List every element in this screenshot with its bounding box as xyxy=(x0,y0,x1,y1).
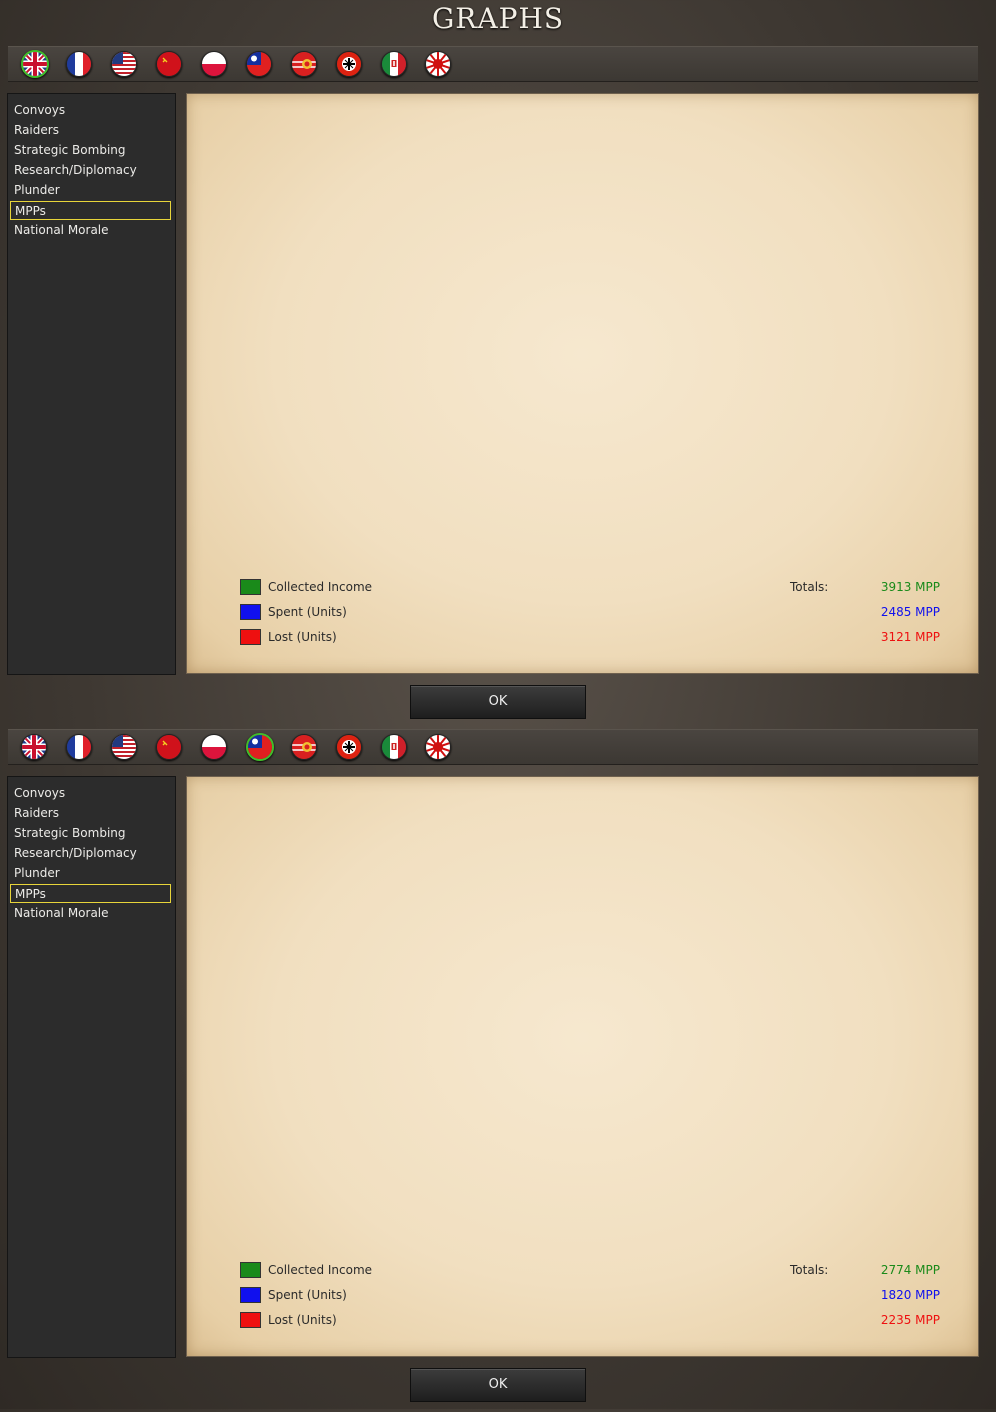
lost-units-total: 3121 MPP xyxy=(880,630,940,644)
spent-units-total: 1820 MPP xyxy=(880,1288,940,1302)
sidebar-item-research-diplomacy[interactable]: Research/Diplomacy xyxy=(14,846,137,860)
poland-flag-icon[interactable] xyxy=(201,734,227,760)
graph-panel-1: 1202403604806007208409601080120024 Nov '… xyxy=(0,46,996,729)
sidebar-item-national-morale[interactable]: National Morale xyxy=(14,223,109,237)
collected-income-total: 2774 MPP xyxy=(880,1263,940,1277)
sidebar-item-strategic-bombing[interactable]: Strategic Bombing xyxy=(14,143,126,157)
window-title: GRAPHS xyxy=(431,2,565,35)
lost-units-total: 2235 MPP xyxy=(880,1313,940,1327)
sidebar-item-strategic-bombing[interactable]: Strategic Bombing xyxy=(14,826,126,840)
sidebar-item-plunder[interactable]: Plunder xyxy=(14,866,60,880)
totals-label: Totals: xyxy=(790,1263,829,1277)
lost-units-label: Lost (Units) xyxy=(268,1313,337,1327)
category-sidebar: Convoys Raiders Strategic Bombing Research/… xyxy=(7,93,176,675)
sidebar-item-convoys[interactable]: Convoys xyxy=(14,786,66,800)
soviet-union-flag-icon[interactable] xyxy=(156,734,182,760)
china-flag-icon[interactable] xyxy=(246,733,274,761)
sidebar-item-mpps[interactable]: MPPs xyxy=(10,884,171,903)
lost-units-swatch xyxy=(240,629,261,645)
sidebar-item-raiders[interactable]: Raiders xyxy=(14,806,59,820)
china-flag-icon[interactable] xyxy=(246,51,272,77)
sidebar-item-raiders[interactable]: Raiders xyxy=(14,123,59,137)
germany-flag-icon[interactable] xyxy=(336,734,362,760)
sidebar-item-national-morale[interactable]: National Morale xyxy=(14,906,109,920)
united-kingdom-flag-icon[interactable]: 1202403604806007208409601080120024 Nov '… xyxy=(21,734,47,760)
sidebar-item-plunder[interactable]: Plunder xyxy=(14,183,60,197)
spent-units-swatch xyxy=(240,1287,261,1303)
lost-units-swatch xyxy=(240,1312,261,1328)
united-states-flag-icon[interactable] xyxy=(111,734,137,760)
ottoman-flag-icon[interactable] xyxy=(291,51,317,77)
collected-income-total: 3913 MPP xyxy=(880,580,940,594)
italy-flag-icon[interactable] xyxy=(381,51,407,77)
france-flag-icon[interactable] xyxy=(66,51,92,77)
collected-income-label: Collected Income xyxy=(268,1263,373,1277)
united-states-flag-icon[interactable] xyxy=(111,51,137,77)
sidebar-item-convoys[interactable]: Convoys xyxy=(14,103,66,117)
graph-panel-2: 1202403604806007208409601080120024 Nov '… xyxy=(0,729,996,1412)
sidebar-item-research-diplomacy[interactable]: Research/Diplomacy xyxy=(14,163,137,177)
ok-button[interactable]: OK xyxy=(410,1368,586,1402)
sidebar-item-mpps[interactable]: MPPs xyxy=(10,201,171,220)
japan-flag-icon[interactable] xyxy=(425,734,451,760)
spent-units-label: Spent (Units) xyxy=(268,605,347,619)
collected-income-label: Collected Income xyxy=(268,580,373,594)
poland-flag-icon[interactable] xyxy=(201,51,227,77)
lost-units-label: Lost (Units) xyxy=(268,630,337,644)
collected-income-swatch xyxy=(240,579,261,595)
germany-flag-icon[interactable] xyxy=(336,51,362,77)
chart-area: Collected Income 3913 MPP Spent (Units) 248… xyxy=(186,93,979,674)
spent-units-swatch xyxy=(240,604,261,620)
spent-units-total: 2485 MPP xyxy=(880,605,940,619)
spent-units-label: Spent (Units) xyxy=(268,1288,347,1302)
soviet-union-flag-icon[interactable] xyxy=(156,51,182,77)
ok-button[interactable]: OK xyxy=(410,685,586,719)
category-sidebar: Convoys Raiders Strategic Bombing Research/… xyxy=(7,776,176,1358)
italy-flag-icon[interactable] xyxy=(381,734,407,760)
collected-income-swatch xyxy=(240,1262,261,1278)
united-kingdom-flag-icon[interactable]: 1202403604806007208409601080120024 Nov '… xyxy=(21,50,49,78)
nation-flag-bar: 1202403604806007208409601080120024 Nov '… xyxy=(8,729,978,765)
ottoman-flag-icon[interactable] xyxy=(291,734,317,760)
japan-flag-icon[interactable] xyxy=(425,51,451,77)
nation-flag-bar: 1202403604806007208409601080120024 Nov '… xyxy=(8,46,978,82)
chart-area: Collected Income 2774 MPP Spent (Units) 182… xyxy=(186,776,979,1357)
totals-label: Totals: xyxy=(790,580,829,594)
france-flag-icon[interactable] xyxy=(66,734,92,760)
